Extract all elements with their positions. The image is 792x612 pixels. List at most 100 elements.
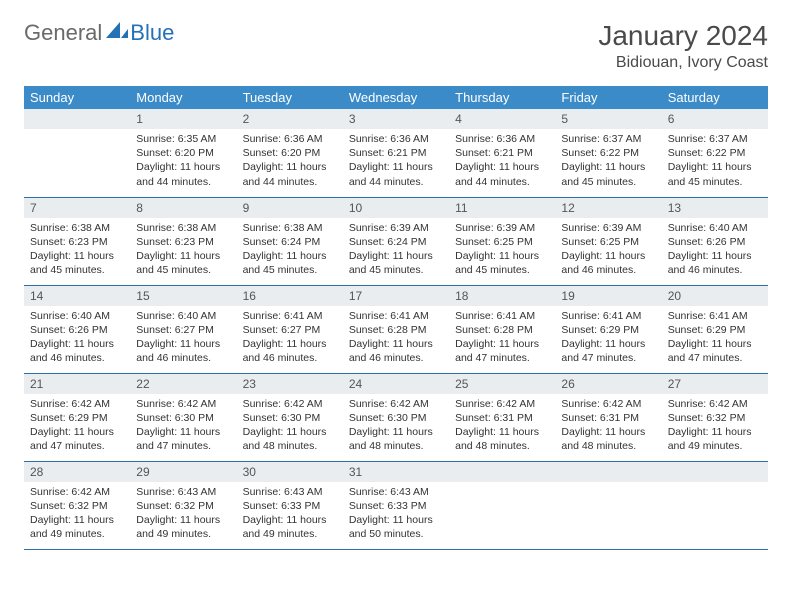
daylight-line: Daylight: 11 hours and 48 minutes. (455, 425, 549, 453)
calendar-cell: 25Sunrise: 6:42 AMSunset: 6:31 PMDayligh… (449, 373, 555, 461)
calendar-table: SundayMondayTuesdayWednesdayThursdayFrid… (24, 86, 768, 550)
sunset-line: Sunset: 6:23 PM (30, 235, 124, 249)
sunrise-line: Sunrise: 6:38 AM (136, 221, 230, 235)
page-header: General Blue January 2024 Bidiouan, Ivor… (24, 20, 768, 72)
sunset-line: Sunset: 6:32 PM (668, 411, 762, 425)
calendar-cell: 8Sunrise: 6:38 AMSunset: 6:23 PMDaylight… (130, 197, 236, 285)
sunset-line: Sunset: 6:33 PM (349, 499, 443, 513)
brand-part1: General (24, 20, 102, 46)
sunrise-line: Sunrise: 6:40 AM (30, 309, 124, 323)
daylight-line: Daylight: 11 hours and 45 minutes. (668, 160, 762, 188)
title-block: January 2024 Bidiouan, Ivory Coast (598, 20, 768, 72)
calendar-cell: 18Sunrise: 6:41 AMSunset: 6:28 PMDayligh… (449, 285, 555, 373)
calendar-week-row: 28Sunrise: 6:42 AMSunset: 6:32 PMDayligh… (24, 461, 768, 549)
daylight-line: Daylight: 11 hours and 48 minutes. (349, 425, 443, 453)
day-body (24, 129, 130, 189)
weekday-header: Saturday (662, 86, 768, 109)
day-number: 24 (343, 374, 449, 394)
sunrise-line: Sunrise: 6:41 AM (455, 309, 549, 323)
sunrise-line: Sunrise: 6:39 AM (349, 221, 443, 235)
sunset-line: Sunset: 6:31 PM (455, 411, 549, 425)
sunset-line: Sunset: 6:33 PM (243, 499, 337, 513)
calendar-cell: 26Sunrise: 6:42 AMSunset: 6:31 PMDayligh… (555, 373, 661, 461)
day-body (555, 482, 661, 542)
calendar-cell: 23Sunrise: 6:42 AMSunset: 6:30 PMDayligh… (237, 373, 343, 461)
calendar-cell: 20Sunrise: 6:41 AMSunset: 6:29 PMDayligh… (662, 285, 768, 373)
day-number: 7 (24, 198, 130, 218)
day-body: Sunrise: 6:40 AMSunset: 6:26 PMDaylight:… (662, 218, 768, 284)
day-number (24, 109, 130, 129)
daylight-line: Daylight: 11 hours and 49 minutes. (668, 425, 762, 453)
title-location: Bidiouan, Ivory Coast (598, 54, 768, 72)
title-month: January 2024 (598, 20, 768, 52)
sunrise-line: Sunrise: 6:41 AM (349, 309, 443, 323)
sunset-line: Sunset: 6:27 PM (243, 323, 337, 337)
sunset-line: Sunset: 6:26 PM (30, 323, 124, 337)
day-number: 3 (343, 109, 449, 129)
sunrise-line: Sunrise: 6:41 AM (668, 309, 762, 323)
calendar-week-row: 1Sunrise: 6:35 AMSunset: 6:20 PMDaylight… (24, 109, 768, 197)
sunrise-line: Sunrise: 6:40 AM (136, 309, 230, 323)
calendar-cell: 12Sunrise: 6:39 AMSunset: 6:25 PMDayligh… (555, 197, 661, 285)
sunset-line: Sunset: 6:31 PM (561, 411, 655, 425)
sunrise-line: Sunrise: 6:36 AM (349, 132, 443, 146)
sunset-line: Sunset: 6:30 PM (136, 411, 230, 425)
sunrise-line: Sunrise: 6:35 AM (136, 132, 230, 146)
day-number (449, 462, 555, 482)
calendar-cell: 4Sunrise: 6:36 AMSunset: 6:21 PMDaylight… (449, 109, 555, 197)
calendar-cell: 11Sunrise: 6:39 AMSunset: 6:25 PMDayligh… (449, 197, 555, 285)
sunset-line: Sunset: 6:32 PM (30, 499, 124, 513)
day-number: 11 (449, 198, 555, 218)
sunset-line: Sunset: 6:21 PM (349, 146, 443, 160)
daylight-line: Daylight: 11 hours and 47 minutes. (668, 337, 762, 365)
sunset-line: Sunset: 6:28 PM (349, 323, 443, 337)
daylight-line: Daylight: 11 hours and 45 minutes. (243, 249, 337, 277)
sunrise-line: Sunrise: 6:42 AM (136, 397, 230, 411)
sunrise-line: Sunrise: 6:43 AM (136, 485, 230, 499)
sunset-line: Sunset: 6:32 PM (136, 499, 230, 513)
day-body: Sunrise: 6:39 AMSunset: 6:24 PMDaylight:… (343, 218, 449, 284)
sunset-line: Sunset: 6:24 PM (349, 235, 443, 249)
sunrise-line: Sunrise: 6:43 AM (243, 485, 337, 499)
sunrise-line: Sunrise: 6:41 AM (561, 309, 655, 323)
weekday-header: Wednesday (343, 86, 449, 109)
daylight-line: Daylight: 11 hours and 50 minutes. (349, 513, 443, 541)
sunset-line: Sunset: 6:22 PM (561, 146, 655, 160)
sunrise-line: Sunrise: 6:42 AM (455, 397, 549, 411)
calendar-week-row: 14Sunrise: 6:40 AMSunset: 6:26 PMDayligh… (24, 285, 768, 373)
day-number: 26 (555, 374, 661, 394)
day-number: 21 (24, 374, 130, 394)
sunset-line: Sunset: 6:30 PM (349, 411, 443, 425)
day-body: Sunrise: 6:36 AMSunset: 6:20 PMDaylight:… (237, 129, 343, 195)
daylight-line: Daylight: 11 hours and 48 minutes. (243, 425, 337, 453)
day-number: 12 (555, 198, 661, 218)
day-body: Sunrise: 6:40 AMSunset: 6:26 PMDaylight:… (24, 306, 130, 372)
day-number: 9 (237, 198, 343, 218)
day-body: Sunrise: 6:41 AMSunset: 6:27 PMDaylight:… (237, 306, 343, 372)
day-number: 30 (237, 462, 343, 482)
weekday-header: Sunday (24, 86, 130, 109)
daylight-line: Daylight: 11 hours and 44 minutes. (136, 160, 230, 188)
day-number: 10 (343, 198, 449, 218)
day-number: 13 (662, 198, 768, 218)
day-number: 23 (237, 374, 343, 394)
daylight-line: Daylight: 11 hours and 45 minutes. (136, 249, 230, 277)
daylight-line: Daylight: 11 hours and 45 minutes. (30, 249, 124, 277)
sunset-line: Sunset: 6:30 PM (243, 411, 337, 425)
calendar-cell: 9Sunrise: 6:38 AMSunset: 6:24 PMDaylight… (237, 197, 343, 285)
calendar-cell: 7Sunrise: 6:38 AMSunset: 6:23 PMDaylight… (24, 197, 130, 285)
calendar-cell: 14Sunrise: 6:40 AMSunset: 6:26 PMDayligh… (24, 285, 130, 373)
day-number: 29 (130, 462, 236, 482)
calendar-cell (555, 461, 661, 549)
day-number: 8 (130, 198, 236, 218)
day-number: 22 (130, 374, 236, 394)
day-body: Sunrise: 6:39 AMSunset: 6:25 PMDaylight:… (555, 218, 661, 284)
day-body: Sunrise: 6:43 AMSunset: 6:32 PMDaylight:… (130, 482, 236, 548)
calendar-cell (662, 461, 768, 549)
daylight-line: Daylight: 11 hours and 44 minutes. (349, 160, 443, 188)
daylight-line: Daylight: 11 hours and 46 minutes. (30, 337, 124, 365)
daylight-line: Daylight: 11 hours and 46 minutes. (349, 337, 443, 365)
sunrise-line: Sunrise: 6:39 AM (561, 221, 655, 235)
day-body: Sunrise: 6:39 AMSunset: 6:25 PMDaylight:… (449, 218, 555, 284)
day-body: Sunrise: 6:38 AMSunset: 6:23 PMDaylight:… (130, 218, 236, 284)
